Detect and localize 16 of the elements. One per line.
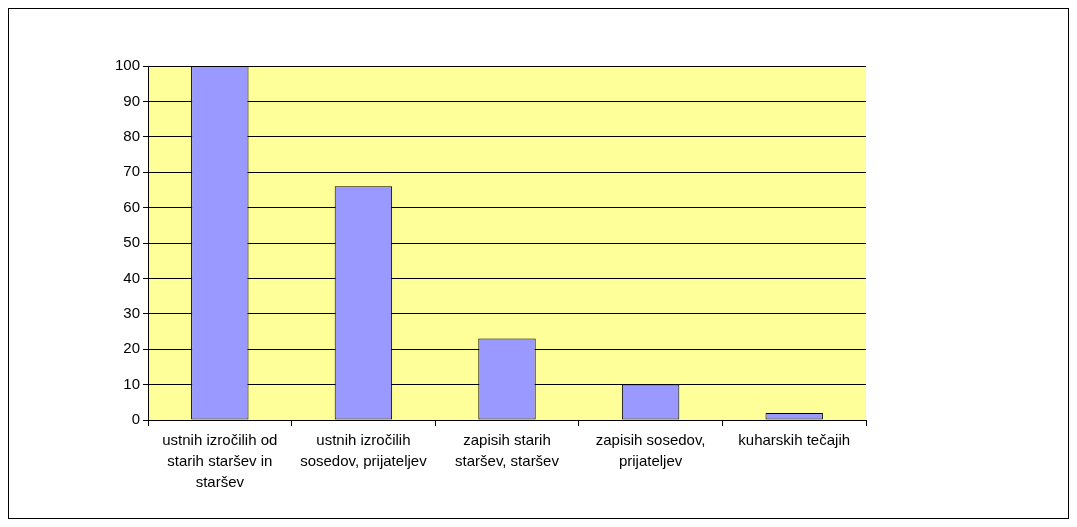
y-tick-label: 40: [123, 268, 140, 286]
x-tick-label: zapisih sosedov, prijateljev: [595, 430, 706, 469]
y-tick-label: 70: [123, 162, 140, 180]
y-tick-label: 90: [123, 91, 140, 109]
x-tick-label: ustnih izročilih sosedov, prijateljev: [300, 430, 428, 469]
y-tick-label: 10: [123, 374, 140, 392]
y-tick-label: 0: [131, 410, 140, 428]
y-tick-label: 100: [114, 56, 140, 74]
x-tick-label: ustnih izročilih od starih staršev in staršev: [162, 430, 278, 490]
x-tick-label: zapisih starih staršev, staršev: [455, 430, 560, 469]
y-tick-label: 80: [123, 126, 140, 144]
x-tick-label: kuharskih tečajih: [738, 430, 851, 448]
y-tick-label: 60: [123, 197, 140, 215]
y-tick-label: 50: [123, 233, 140, 251]
y-tick-label: 20: [123, 339, 140, 357]
y-tick-label: 30: [123, 303, 140, 321]
